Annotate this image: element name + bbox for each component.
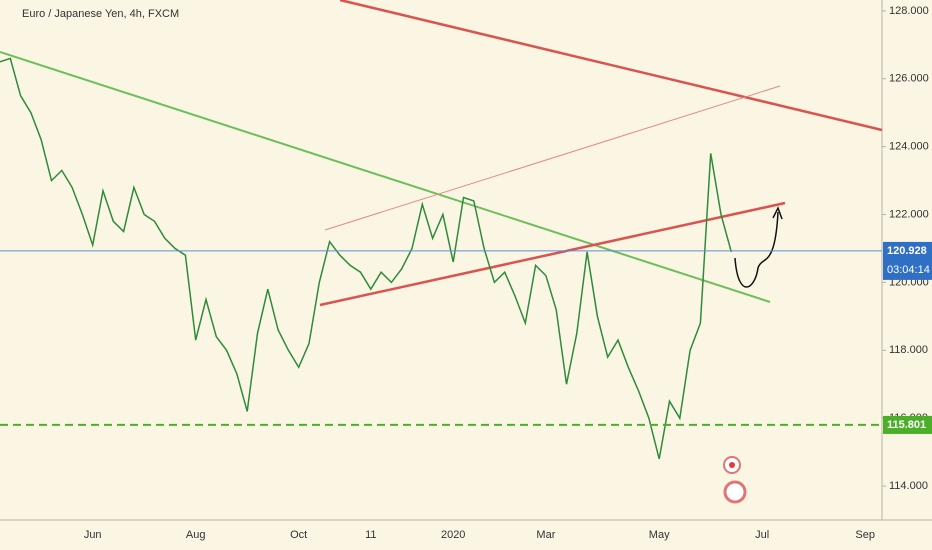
x-tick-label: Jun <box>84 529 102 541</box>
x-tick-label: Sep <box>855 529 875 541</box>
last-price-box <box>883 241 932 280</box>
x-tick-label: Mar <box>536 529 555 541</box>
y-tick-label: 128.000 <box>889 5 929 17</box>
support-label-box <box>883 415 932 434</box>
projection-arrow <box>734 211 779 288</box>
trend-line <box>0 51 771 303</box>
x-tick-label: Aug <box>186 529 206 541</box>
price-line <box>0 57 733 460</box>
y-tick-label: 124.000 <box>889 141 929 153</box>
x-tick-label: Oct <box>290 529 307 541</box>
y-tick-label: 126.000 <box>889 73 929 85</box>
support-label: 115.801 <box>887 419 926 431</box>
y-tick-label: 118.000 <box>889 344 928 356</box>
event-icon[interactable] <box>723 480 747 504</box>
channel-line <box>324 85 781 231</box>
y-tick-label: 122.000 <box>889 208 929 220</box>
x-tick-label: May <box>649 529 670 541</box>
event-icon-dot <box>729 462 735 468</box>
x-tick-label: Jul <box>755 529 769 541</box>
arrow-head <box>772 206 783 220</box>
x-tick-label: 2020 <box>441 529 465 541</box>
trend-line <box>339 0 883 132</box>
trend-line <box>319 201 786 307</box>
chart-title: Euro / Japanese Yen, 4h, FXCM <box>22 8 179 20</box>
x-tick-label: 11 <box>365 529 376 541</box>
last-price-label: 120.928 <box>887 245 927 257</box>
countdown-label: 03:04:14 <box>887 264 930 276</box>
y-tick-label: 114.000 <box>889 480 928 492</box>
